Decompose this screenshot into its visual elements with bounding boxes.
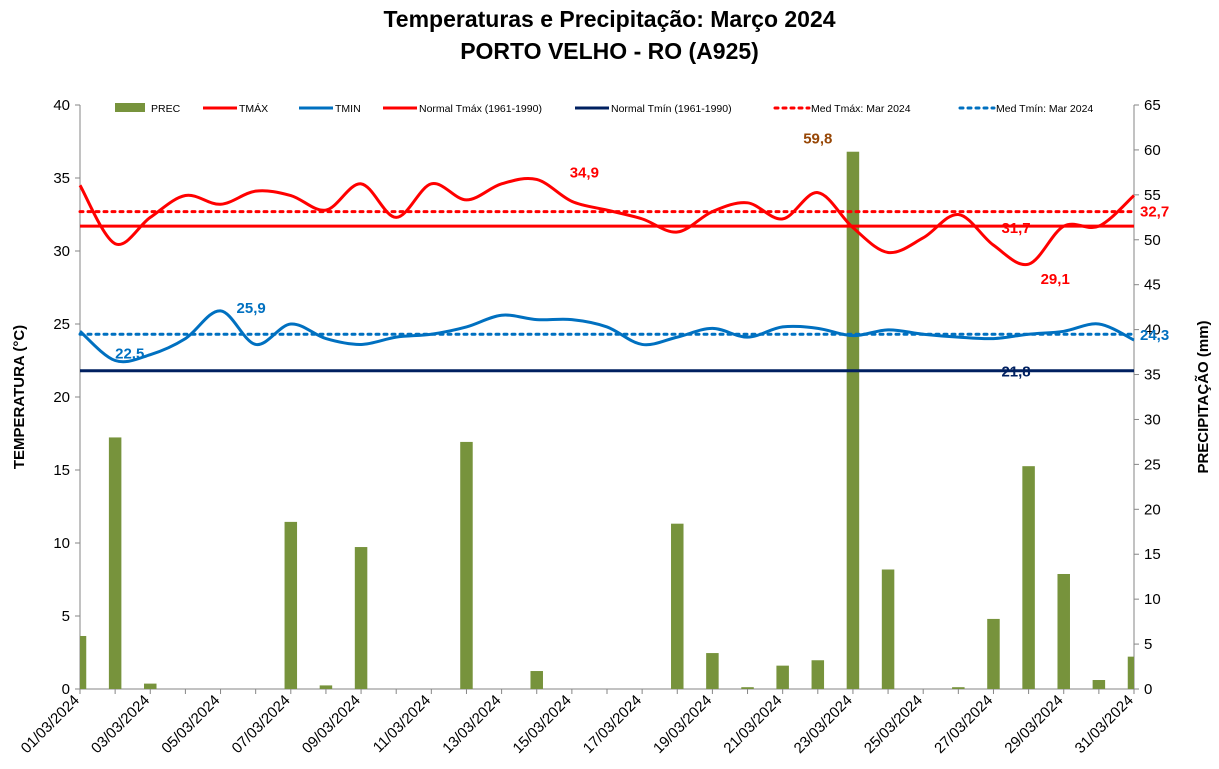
y-tick-label-left: 35 xyxy=(53,170,70,187)
x-tick-label: 25/03/2024 xyxy=(861,692,926,757)
x-tick-label: 27/03/2024 xyxy=(931,692,996,757)
prec-bar xyxy=(354,547,368,689)
prec-bar xyxy=(1057,573,1070,689)
y-tick-label-right: 30 xyxy=(1144,411,1161,428)
chart-title: Temperaturas e Precipitação: Março 2024 xyxy=(383,6,836,32)
y-tick-label-right: 65 xyxy=(1144,97,1161,114)
x-tick-label: 17/03/2024 xyxy=(580,692,645,757)
y-tick-label-right: 5 xyxy=(1144,636,1152,653)
y-tick-label-right: 20 xyxy=(1144,501,1161,518)
legend-entry: Med Tmín: Mar 2024 xyxy=(996,103,1093,115)
prec-bar xyxy=(530,671,543,689)
data-label: 34,9 xyxy=(570,164,599,181)
prec-bar xyxy=(80,635,87,689)
legend-entry: PREC xyxy=(151,103,181,115)
data-label: 29,1 xyxy=(1041,271,1070,288)
y-axis-label-right: PRECIPITAÇÃO (mm) xyxy=(1194,320,1212,473)
legend-entry: Med Tmáx: Mar 2024 xyxy=(811,103,911,115)
y-tick-label-left: 0 xyxy=(62,681,70,698)
prec-bar xyxy=(811,660,825,689)
series-line xyxy=(78,176,1136,267)
y-tick-label-right: 50 xyxy=(1144,232,1161,249)
prec-bar xyxy=(987,618,1000,689)
data-label: 21,8 xyxy=(1001,364,1030,381)
prec-bar xyxy=(952,687,965,689)
data-label: 32,7 xyxy=(1140,204,1169,221)
prec-bar xyxy=(284,521,298,689)
data-label: 59,8 xyxy=(803,131,832,148)
x-tick-label: 23/03/2024 xyxy=(791,692,856,757)
y-axis-label-left: TEMPERATURA (°C) xyxy=(11,325,28,469)
y-tick-label-right: 35 xyxy=(1144,367,1161,384)
y-tick-label-left: 20 xyxy=(53,389,70,406)
prec-bar xyxy=(776,665,789,689)
prec-bar xyxy=(671,523,684,689)
y-tick-label-right: 55 xyxy=(1144,187,1161,204)
x-tick-label: 09/03/2024 xyxy=(299,692,364,757)
prec-bar xyxy=(319,685,333,689)
x-tick-label: 01/03/2024 xyxy=(18,692,83,757)
y-tick-label-left: 10 xyxy=(53,535,70,552)
x-tick-label: 05/03/2024 xyxy=(158,692,223,757)
prec-bar xyxy=(144,683,157,689)
y-tick-label-left: 25 xyxy=(53,316,70,333)
x-tick-label: 31/03/2024 xyxy=(1072,692,1137,757)
prec-bar xyxy=(1127,656,1134,689)
y-tick-label-right: 45 xyxy=(1144,277,1161,294)
prec-bar xyxy=(881,569,895,689)
series-line xyxy=(79,309,1135,364)
legend-entry: TMÁX xyxy=(239,102,268,115)
y-tick-label-left: 40 xyxy=(53,97,70,114)
y-tick-label-right: 15 xyxy=(1144,546,1161,563)
data-label: 22,5 xyxy=(115,346,144,363)
prec-bar xyxy=(108,437,122,689)
y-tick-label-right: 10 xyxy=(1144,591,1161,608)
x-tick-label: 29/03/2024 xyxy=(1001,692,1066,757)
y-tick-label-right: 25 xyxy=(1144,456,1161,473)
y-tick-label-left: 5 xyxy=(62,608,70,625)
x-tick-label: 07/03/2024 xyxy=(229,692,294,757)
prec-bar xyxy=(846,151,860,690)
legend-entry: TMIN xyxy=(335,103,361,115)
y-tick-label-right: 40 xyxy=(1144,322,1161,339)
data-label: 25,9 xyxy=(237,300,266,317)
data-label: 31,7 xyxy=(1001,220,1030,237)
y-tick-label-left: 30 xyxy=(53,243,70,260)
x-tick-label: 11/03/2024 xyxy=(370,692,434,756)
prec-bar xyxy=(1022,466,1035,689)
chart-subtitle: PORTO VELHO - RO (A925) xyxy=(460,38,759,64)
y-tick-label-left: 15 xyxy=(53,462,70,479)
x-tick-label: 19/03/2024 xyxy=(650,692,715,757)
prec-bar xyxy=(741,687,754,689)
prec-bar xyxy=(1092,680,1106,689)
y-tick-label-right: 60 xyxy=(1144,142,1161,159)
legend-entry: Normal Tmáx (1961-1990) xyxy=(419,103,542,115)
legend-swatch xyxy=(115,103,145,112)
prec-bar xyxy=(460,441,473,689)
x-tick-label: 13/03/2024 xyxy=(439,692,504,757)
x-tick-label: 21/03/2024 xyxy=(720,692,785,757)
y-tick-label-right: 0 xyxy=(1144,681,1152,698)
prec-bar xyxy=(706,653,719,689)
legend-entry: Normal Tmín (1961-1990) xyxy=(611,103,732,115)
data-label: 24,3 xyxy=(1140,327,1169,344)
x-tick-label: 15/03/2024 xyxy=(510,692,575,757)
x-tick-label: 03/03/2024 xyxy=(88,692,153,757)
